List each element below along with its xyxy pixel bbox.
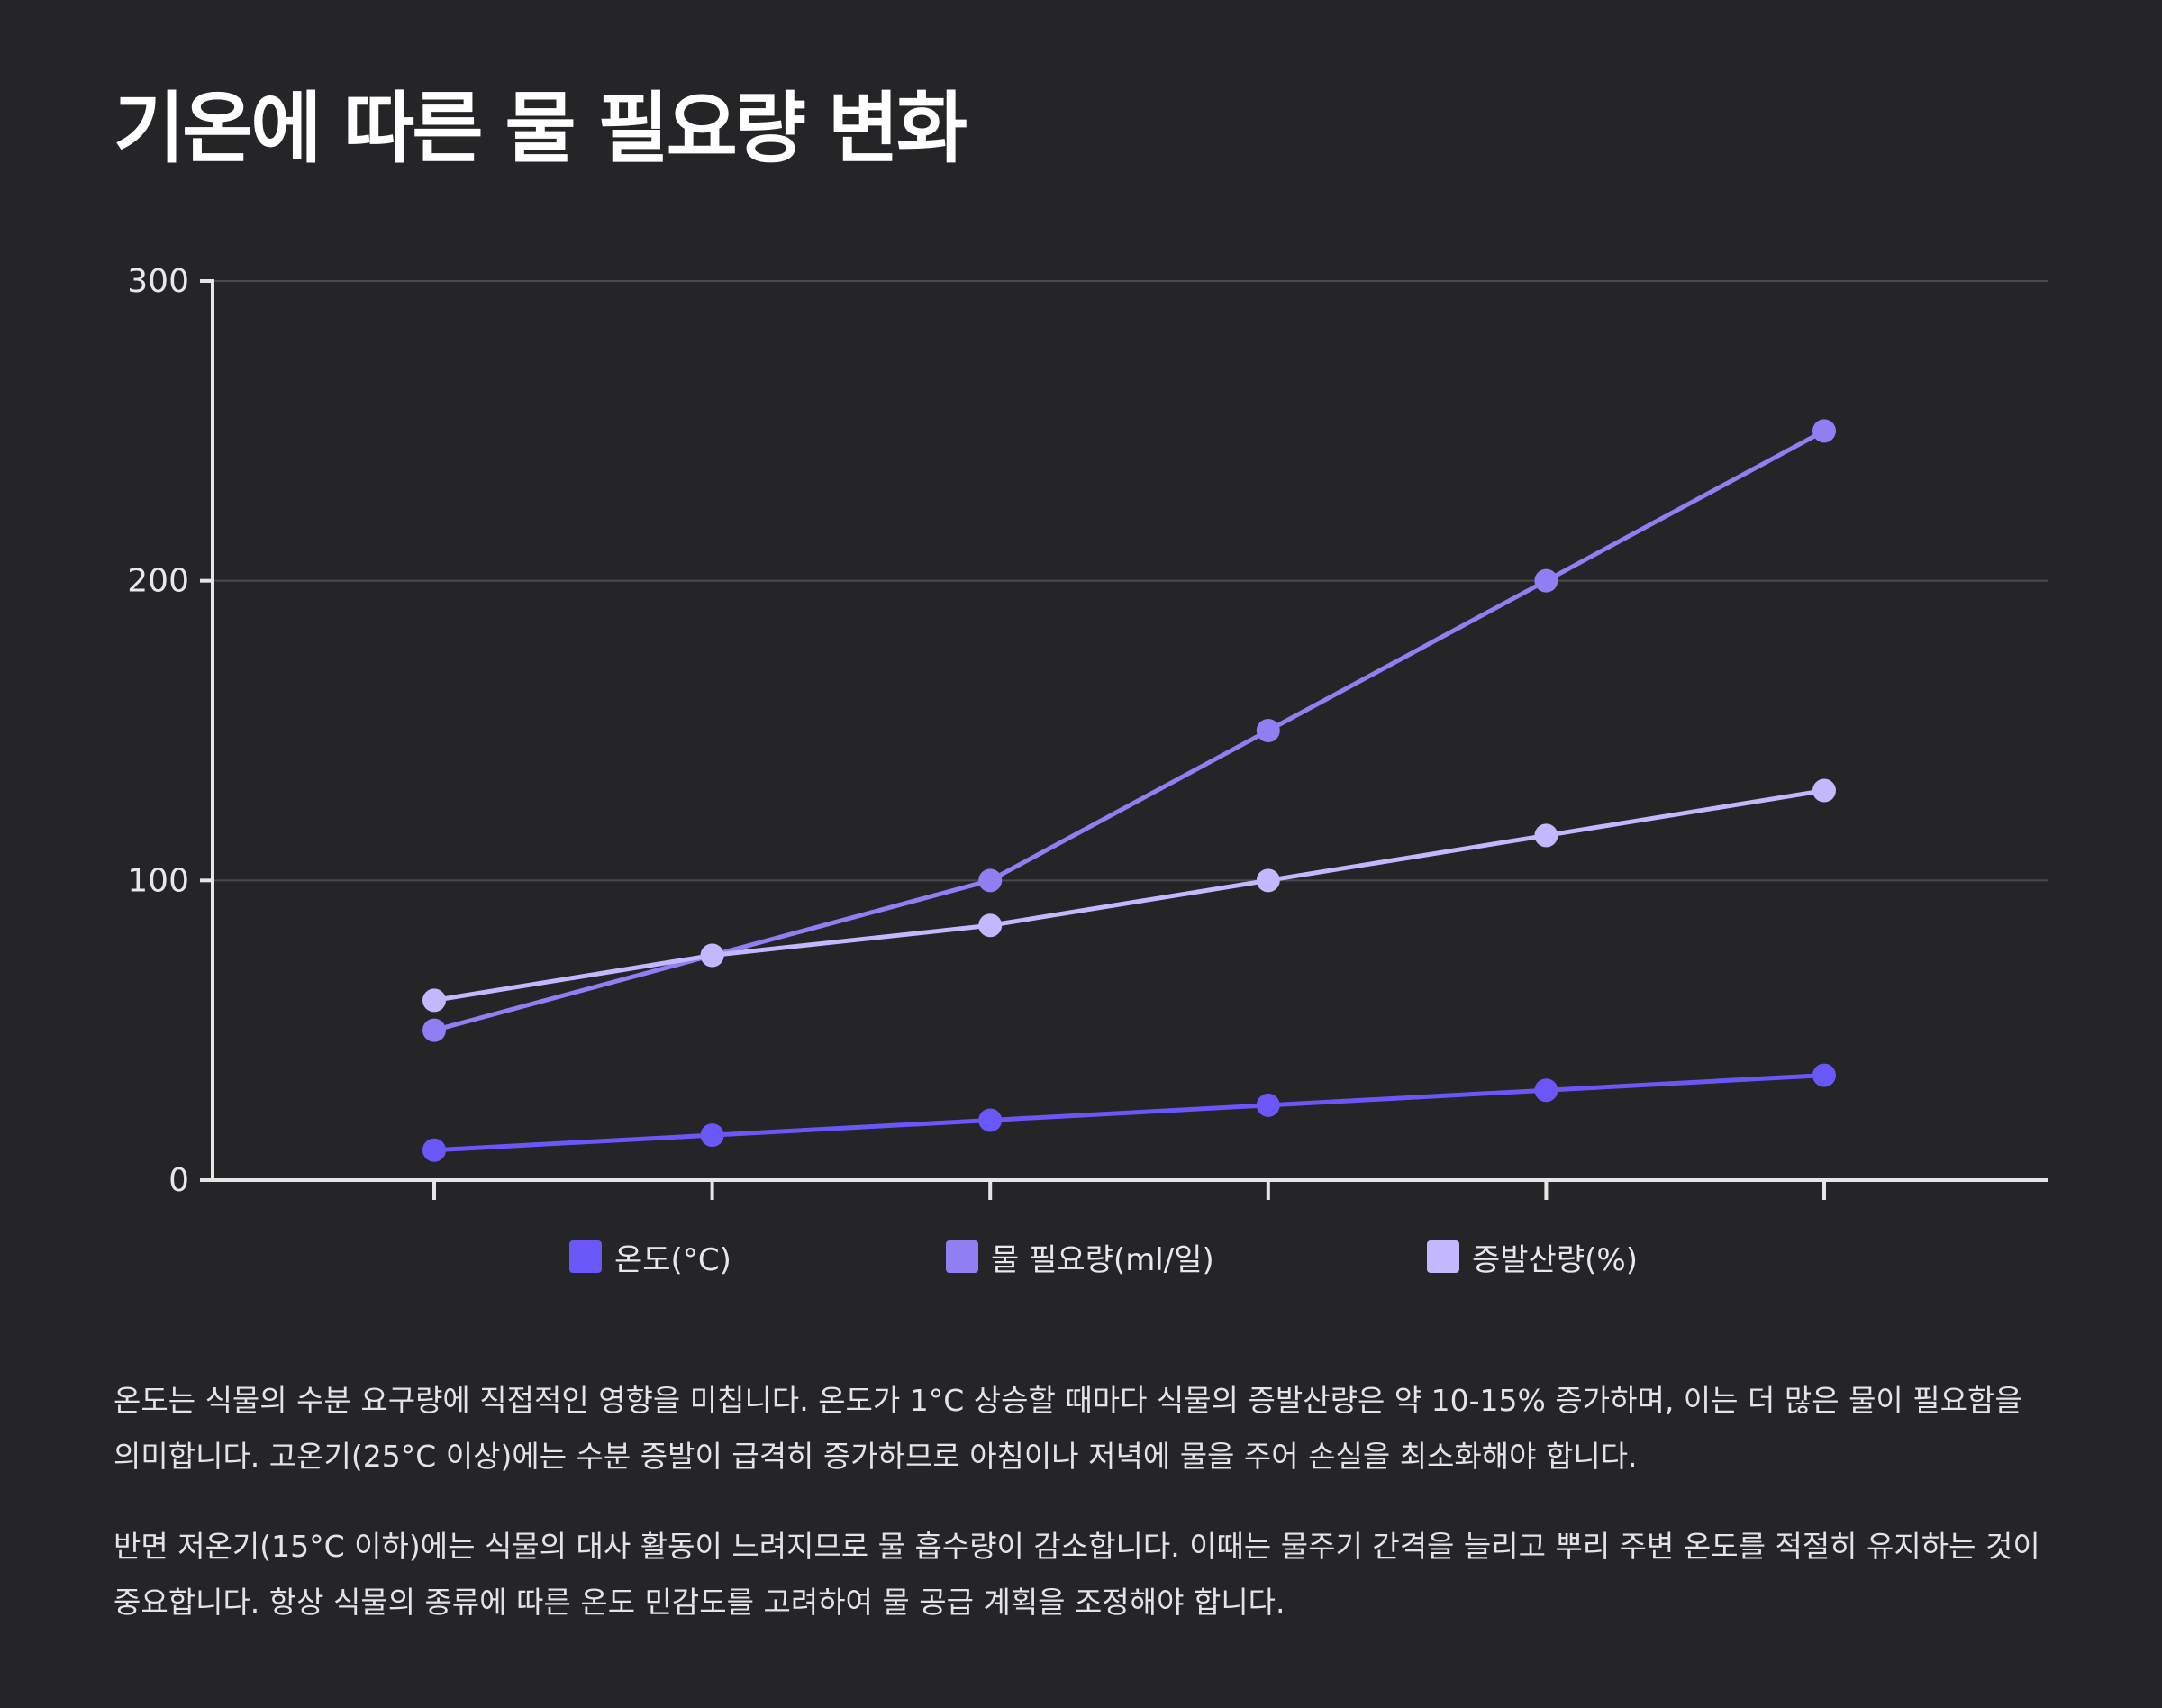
legend-item: 물 필요량(ml/일) — [946, 1234, 1214, 1279]
axes: 0 100 200 300 — [127, 263, 2048, 1200]
legend-item: 증발산량(%) — [1427, 1234, 1638, 1279]
legend-swatch — [569, 1240, 602, 1273]
data-point — [1534, 568, 1558, 593]
data-point — [1256, 1093, 1280, 1117]
legend-label: 증발산량(%) — [1472, 1241, 1638, 1278]
data-point — [978, 1108, 1003, 1132]
legend-label: 온도(°C) — [614, 1241, 731, 1278]
series-line-1 — [433, 1073, 1825, 1153]
data-point — [1812, 419, 1836, 443]
data-point — [1256, 868, 1280, 893]
data-point — [1256, 719, 1280, 742]
data-point — [1534, 1078, 1558, 1103]
description-paragraph-1: 온도는 식물의 수분 요구량에 직접적인 영향을 미칩니다. 온도가 1°C 상… — [114, 1383, 2022, 1474]
chart-title: 기온에 따른 물 필요량 변화 — [114, 84, 967, 174]
gridlines — [213, 280, 2048, 882]
series — [422, 419, 1836, 1162]
y-tick-label: 0 — [168, 1162, 189, 1199]
legend-item: 온도(°C) — [569, 1234, 731, 1279]
legend-swatch — [946, 1240, 978, 1273]
chart-legend: 온도(°C) 물 필요량(ml/일) 증발산량(%) — [0, 1234, 2162, 1279]
y-tick-label: 200 — [127, 563, 189, 600]
data-point — [422, 1138, 446, 1162]
legend-swatch — [1427, 1240, 1459, 1273]
data-point — [1812, 778, 1836, 803]
data-point — [1812, 1063, 1836, 1087]
series-line-3 — [433, 788, 1825, 1003]
data-point — [700, 943, 724, 968]
data-point — [700, 1123, 724, 1148]
legend-label: 물 필요량(ml/일) — [991, 1241, 1214, 1278]
data-point — [422, 988, 446, 1013]
y-tick-label: 100 — [127, 862, 189, 899]
line-chart: 0 100 200 300 — [127, 263, 2048, 1200]
data-point — [978, 913, 1003, 938]
y-tick-label: 300 — [127, 263, 189, 300]
data-point — [978, 868, 1003, 893]
data-point — [422, 1018, 446, 1042]
data-point — [1534, 823, 1558, 848]
series-line-2 — [433, 429, 1826, 1033]
description-paragraph-2: 반면 저온기(15°C 이하)에는 식물의 대사 활동이 느려지므로 물 흡수량… — [114, 1529, 2040, 1620]
